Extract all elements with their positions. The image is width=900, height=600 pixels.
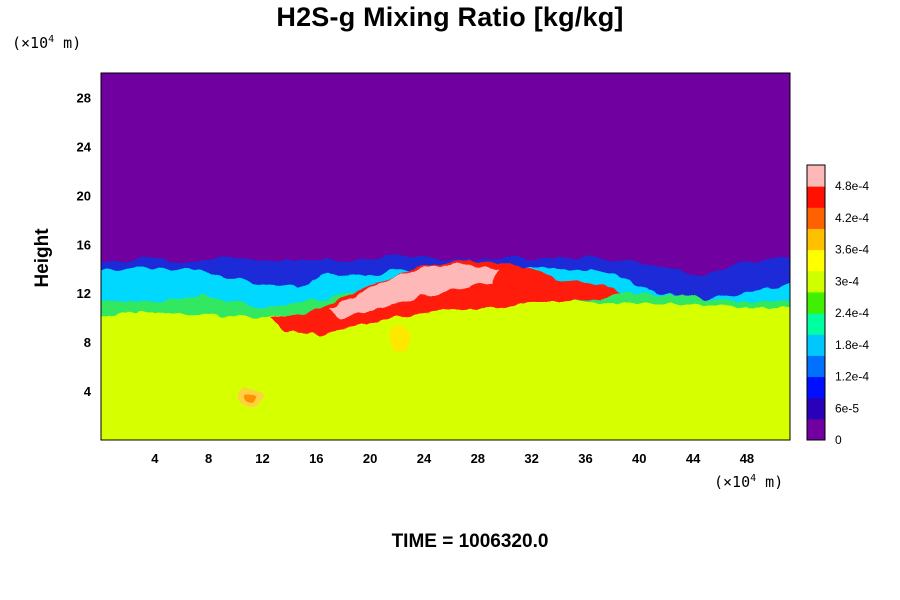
- colorbar-segment: [807, 186, 825, 208]
- y-tick-label: 12: [77, 286, 91, 301]
- colorbar-label: 4.2e-4: [835, 211, 869, 225]
- colorbar-label: 6e-5: [835, 401, 859, 415]
- colorbar-label: 4.8e-4: [835, 179, 869, 193]
- x-tick-label: 20: [363, 451, 377, 466]
- colorbar-label: 1.8e-4: [835, 338, 869, 352]
- plume-core-region: [330, 264, 500, 318]
- colorbar-segment: [807, 228, 825, 251]
- colorbar-segment: [807, 376, 825, 399]
- x-tick-label: 48: [740, 451, 754, 466]
- x-axis-unit: (×104 m): [714, 473, 784, 491]
- colorbar-label: 2.4e-4: [835, 306, 869, 320]
- y-tick-label: 24: [77, 139, 92, 154]
- colorbar-segment: [807, 270, 825, 293]
- chart-title: H2S-g Mixing Ratio [kg/kg]: [276, 2, 624, 32]
- red-plume-edge: [272, 260, 620, 334]
- x-tick-label: 8: [205, 451, 212, 466]
- lower-layer-region: [101, 300, 790, 440]
- yellow-patch: [390, 324, 410, 352]
- colorbar-segment: [807, 249, 825, 272]
- orange-blob-core: [244, 393, 256, 403]
- x-tick-label: 40: [632, 451, 646, 466]
- colorbar-label: 0: [835, 433, 842, 447]
- colorbar-frame: [806, 164, 826, 441]
- y-tick-label: 20: [77, 188, 91, 203]
- x-tick-label: 32: [524, 451, 538, 466]
- y-tick-label: 16: [77, 237, 91, 252]
- y-axis-unit: (×104 m): [12, 34, 82, 52]
- colorbar-segment: [807, 355, 825, 378]
- y-tick-label: 4: [84, 384, 92, 399]
- colorbar-label: 1.2e-4: [835, 370, 869, 384]
- colorbar-segment: [807, 207, 825, 229]
- colorbar-label: 3.6e-4: [835, 243, 869, 257]
- y-axis-ticks: 4 8 12 16 20 24 28: [77, 90, 92, 399]
- colorbar-segment: [807, 418, 825, 441]
- x-tick-label: 4: [151, 451, 159, 466]
- x-tick-label: 44: [686, 451, 701, 466]
- x-tick-label: 24: [417, 451, 432, 466]
- time-label: TIME = 1006320.0: [391, 531, 549, 552]
- x-tick-label: 12: [255, 451, 269, 466]
- colorbar-label: 3e-4: [835, 274, 859, 288]
- colorbar-segment: [807, 397, 825, 420]
- x-axis-ticks: 4 8 12 16 20 24 28 32 36 40 44 48: [151, 451, 754, 466]
- heatmap-field: [101, 73, 790, 440]
- plot-frame: [100, 72, 791, 441]
- x-tick-label: 28: [471, 451, 485, 466]
- colorbar-segment: [807, 334, 825, 356]
- colorbar: 0 6e-5 1.2e-4 1.8e-4 2.4e-4 3e-4 3.6e-4 4.2e-4 4…: [806, 164, 869, 447]
- colorbar-segment: [807, 313, 825, 335]
- x-tick-label: 16: [309, 451, 323, 466]
- colorbar-segment: [807, 165, 825, 187]
- colorbar-segment: [807, 291, 825, 314]
- x-tick-label: 36: [578, 451, 592, 466]
- y-tick-label: 28: [77, 90, 91, 105]
- y-tick-label: 8: [84, 335, 91, 350]
